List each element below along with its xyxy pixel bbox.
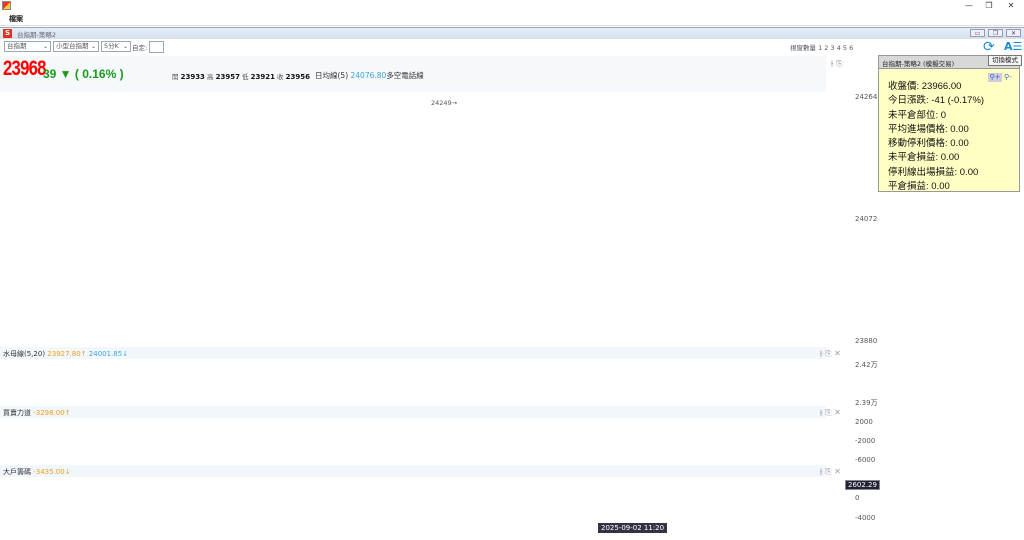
big-axis-label: -4000 [855, 514, 876, 522]
info-open-position: 未平倉部位: 0 [888, 109, 947, 121]
jelly-panel-header [0, 347, 826, 359]
price-axis-label: 23880 [855, 337, 878, 345]
high-marker: 24249→ [431, 99, 458, 107]
window-restore-button[interactable]: ❐ [985, 1, 993, 10]
window-count-selector[interactable]: 視窗數量 1 2 3 4 5 6 [790, 44, 854, 52]
ohlc-readout: 開 23933 高 23957 低 23921 收 23956 [172, 71, 310, 81]
custom-label: 自定: [132, 44, 148, 52]
info-stop-exit-pnl: 停利線出場損益: 0.00 [888, 166, 979, 178]
jelly-axis-label: 2.39万 [855, 399, 878, 407]
chart-window-title: 台指期-策略2 [17, 31, 56, 39]
last-price: 23968 [3, 57, 47, 80]
jelly-panel-controls[interactable]: ⫲ ⎘ ✕ [820, 349, 841, 358]
menu-bar [0, 12, 1024, 26]
inner-close-button[interactable]: ✕ [1006, 29, 1021, 37]
high-value: 23957 [215, 73, 240, 81]
app-icon [2, 1, 11, 10]
big-axis-label: 0 [855, 494, 860, 502]
layout-icon[interactable]: A☰ [1004, 40, 1023, 53]
info-unrealized-pnl: 未平倉損益: 0.00 [888, 152, 960, 164]
strategy-info-title: 台指期-策略2 (模擬交易) [882, 60, 955, 68]
daily-ma-readout: 日均線(5) 24076.80多空電話線 [315, 70, 424, 81]
big-value: -3435.00↓ [33, 468, 71, 476]
jelly-axis-label: 2.42万 [855, 361, 878, 369]
chevron-down-icon: ⌄ [122, 43, 128, 50]
high-label: 高 [207, 73, 214, 81]
jelly-value-2: 24001.85↓ [88, 350, 129, 358]
app-logo-icon: S [3, 29, 12, 38]
info-realized-pnl: 平倉損益: 0.00 [888, 181, 950, 193]
ma-value: 24076.80 [350, 71, 387, 80]
open-label: 開 [172, 73, 179, 81]
power-title: 買賣力道 [3, 409, 31, 417]
crosshair-value-label: 2602.29 [845, 480, 880, 490]
product-select[interactable]: 台指期 ⌄ [4, 41, 51, 52]
price-change: 39 ▼ ( 0.16% ) [43, 67, 124, 81]
contract-select[interactable]: 小型台指期 ⌄ [53, 41, 99, 52]
big-panel-controls[interactable]: ⫲ ⎘ ✕ [820, 467, 841, 476]
info-day-change: 今日漲跌: -41 (-0.17%) [888, 95, 985, 107]
zoom-in-icon[interactable]: ⚲+ [988, 73, 1002, 82]
power-panel-title: 買賣力道 -3298.00↑ [3, 408, 71, 418]
menu-file[interactable]: 檔案 [9, 15, 23, 23]
power-axis-label: 2000 [855, 418, 873, 426]
strategy-info-lines: 收盤價: 23966.00 今日漲跌: -41 (-0.17%) 未平倉部位: … [888, 80, 984, 194]
inner-restore-button[interactable]: ❐ [988, 29, 1003, 37]
power-value: -3298.00↑ [33, 409, 71, 417]
window-minimize-button[interactable]: — [965, 1, 973, 10]
info-avg-entry: 平均進場價格: 0.00 [888, 123, 969, 135]
app-titlebar [0, 0, 1024, 12]
crosshair-time-label: 2025-09-02 11:20 [598, 523, 668, 533]
power-axis-label: -2000 [855, 437, 876, 445]
chart-window [0, 27, 1024, 540]
big-panel-title: 大戶籌碼 -3435.00↓ [3, 467, 71, 477]
jelly-value-1: 23927.80↑ [47, 350, 87, 358]
quote-header [0, 56, 826, 92]
info-trailing-stop: 移動停利價格: 0.00 [888, 138, 969, 150]
info-close-price: 收盤價: 23966.00 [888, 81, 962, 92]
power-panel-header [0, 406, 826, 418]
custom-period-input[interactable] [149, 41, 164, 53]
power-panel-controls[interactable]: ⫲ ⎘ ✕ [820, 408, 841, 417]
window-close-button[interactable]: ✕ [1007, 1, 1015, 10]
product-select-value: 台指期 [7, 42, 27, 50]
inner-minimize-button[interactable]: ▭ [970, 29, 985, 37]
jelly-title: 水母線(5,20) [3, 350, 46, 358]
refresh-icon[interactable]: ⟳ [983, 39, 995, 55]
low-label: 低 [242, 73, 249, 81]
chevron-down-icon: ⌄ [90, 43, 96, 50]
power-axis-label: -6000 [855, 456, 876, 464]
jelly-panel-title: 水母線(5,20) 23927.80↑ 24001.85↓ [3, 349, 128, 359]
open-value: 23933 [180, 73, 205, 81]
chart-window-header [0, 28, 1024, 39]
close-value: 23956 [285, 73, 310, 81]
period-select-value: 5分K [104, 42, 119, 50]
contract-select-value: 小型台指期 [56, 42, 89, 50]
close-label: 收 [277, 73, 284, 81]
low-value: 23921 [250, 73, 275, 81]
ma-suffix: 多空電話線 [386, 71, 424, 80]
price-axis-label: 24072 [855, 215, 878, 223]
panel-settings-icon[interactable]: ⫲ ⎘ [831, 59, 843, 68]
big-title: 大戶籌碼 [3, 468, 31, 476]
ma-label: 日均線(5) [315, 71, 349, 80]
price-axis-label: 24264 [855, 93, 878, 101]
zoom-out-icon[interactable]: ⚲- [1004, 73, 1012, 81]
switch-mode-button[interactable]: 切換模式 [988, 55, 1022, 66]
big-panel-header [0, 465, 826, 477]
chevron-down-icon: ⌄ [42, 43, 48, 50]
period-select[interactable]: 5分K ⌄ [101, 41, 131, 52]
